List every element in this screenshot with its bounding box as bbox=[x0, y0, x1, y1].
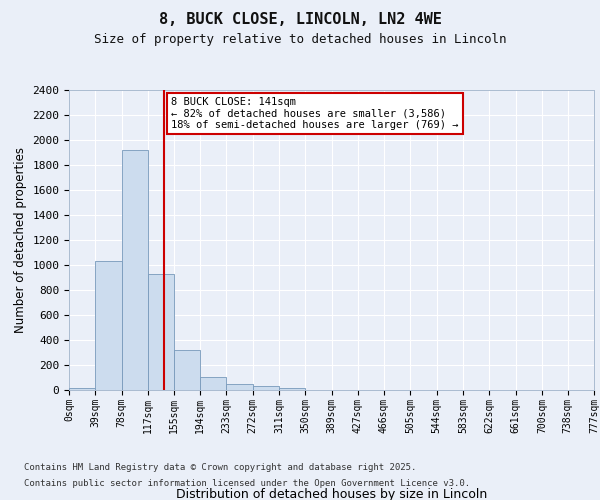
Bar bbox=[95, 261, 122, 390]
Bar bbox=[279, 388, 305, 390]
Bar bbox=[122, 150, 148, 390]
Text: Contains public sector information licensed under the Open Government Licence v3: Contains public sector information licen… bbox=[24, 479, 470, 488]
Text: Contains HM Land Registry data © Crown copyright and database right 2025.: Contains HM Land Registry data © Crown c… bbox=[24, 462, 416, 471]
Text: 8, BUCK CLOSE, LINCOLN, LN2 4WE: 8, BUCK CLOSE, LINCOLN, LN2 4WE bbox=[158, 12, 442, 28]
Bar bbox=[148, 274, 174, 390]
Text: Size of property relative to detached houses in Lincoln: Size of property relative to detached ho… bbox=[94, 32, 506, 46]
Bar bbox=[226, 384, 253, 390]
Bar bbox=[174, 350, 200, 390]
Text: 8 BUCK CLOSE: 141sqm
← 82% of detached houses are smaller (3,586)
18% of semi-de: 8 BUCK CLOSE: 141sqm ← 82% of detached h… bbox=[171, 97, 459, 130]
Bar bbox=[69, 388, 95, 390]
Bar bbox=[253, 386, 279, 390]
X-axis label: Distribution of detached houses by size in Lincoln: Distribution of detached houses by size … bbox=[176, 488, 487, 500]
Bar bbox=[200, 377, 226, 390]
Y-axis label: Number of detached properties: Number of detached properties bbox=[14, 147, 27, 333]
